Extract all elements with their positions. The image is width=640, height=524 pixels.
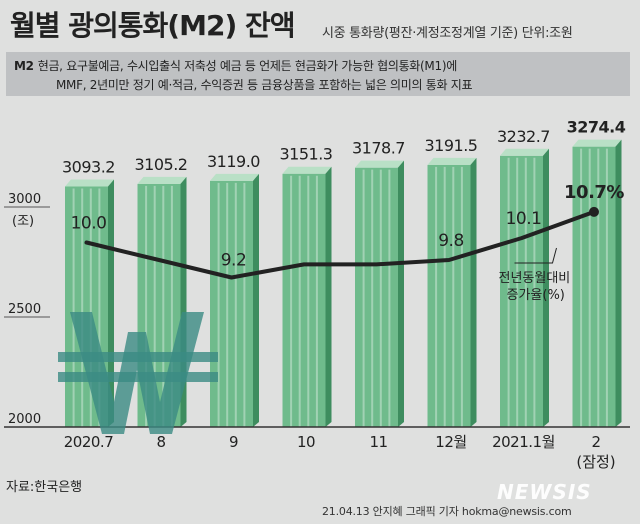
page-subtitle: 시중 통화량(평잔·계정조정계열 기준) 단위:조원	[322, 26, 573, 41]
source-note: 자료:한국은행	[6, 480, 83, 495]
bar-side-face	[543, 148, 549, 427]
bar-side-face	[108, 179, 114, 427]
growth-rate-label: 10.0	[71, 214, 107, 234]
bar-top-face	[65, 179, 114, 187]
definition-term: M2	[14, 59, 34, 73]
growth-rate-label: 10.7%	[564, 182, 624, 203]
definition-line-1: M2 현금, 요구불예금, 수시입출식 저축성 예금 등 언제든 현금화가 가능한…	[14, 57, 457, 74]
bar-side-face	[615, 139, 622, 427]
definition-line-2: MMF, 2년미만 정기 예·적금, 수익증권 등 금융상품을 포함하는 넓은 …	[56, 78, 473, 92]
title-row: 월별 광의통화(M2) 잔액 시중 통화량(평잔·계정조정계열 기준) 단위:조…	[10, 4, 635, 44]
bar-value-label: 3093.2	[62, 157, 115, 176]
x-tick-label: 12월	[435, 433, 466, 451]
y-tick-label: 2000	[8, 412, 41, 427]
bar-top-face	[210, 173, 259, 181]
x-tick-label: 9	[229, 433, 238, 451]
bar-side-face	[253, 173, 259, 427]
bar-value-label: 3191.5	[425, 136, 478, 155]
bar-top-face	[500, 148, 549, 156]
bar-side-face	[470, 157, 477, 427]
m2-chart: 2000 2500 3000 (조) 3093.2 3105.2 3119.0 3151.3 3…	[4, 118, 630, 470]
bar	[427, 164, 471, 427]
bar-side-face	[325, 166, 332, 427]
won-symbol-icon	[70, 312, 204, 434]
x-tick-label: 2020.7	[64, 433, 114, 451]
won-symbol-bar-upper	[58, 352, 218, 362]
bar	[282, 173, 326, 427]
y-tick-label: 3000	[8, 192, 41, 207]
bar	[572, 146, 616, 427]
x-tick-label: 11	[369, 433, 387, 451]
bar-top-face	[427, 157, 477, 165]
x-tick-label: 10	[297, 433, 315, 451]
line-annotation-2: 증가율(%)	[507, 288, 565, 303]
bar-top-face	[355, 160, 404, 168]
growth-rate-label: 10.1	[506, 209, 542, 229]
x-tick-note: (잠정)	[576, 453, 615, 470]
y-tick-label: 2500	[8, 302, 41, 317]
x-tick-label: 2	[591, 433, 600, 451]
bar-value-label: 3151.3	[280, 145, 333, 164]
won-symbol-bar-lower	[58, 372, 218, 382]
credit-line: 21.04.13 안지혜 그래픽 기자 hokma@newsis.com	[322, 505, 572, 518]
newsis-watermark: NEWSIS	[497, 480, 592, 504]
bar-top-face	[282, 166, 332, 174]
y-unit-label: (조)	[12, 214, 34, 229]
growth-rate-point	[589, 206, 599, 217]
growth-rate-label: 9.8	[438, 231, 464, 251]
definition-text-1: 현금, 요구불예금, 수시입출식 저축성 예금 등 언제든 현금화가 가능한 협…	[37, 59, 458, 73]
growth-rate-label: 9.2	[221, 251, 247, 271]
annotation-pointer	[514, 247, 557, 264]
line-annotation-1: 전년동월대비	[499, 271, 571, 286]
bar-value-label: 3119.0	[207, 152, 260, 171]
bar-value-label: 3178.7	[352, 139, 405, 158]
x-tick-label: 2021.1월	[492, 433, 555, 451]
x-tick-label: 8	[156, 433, 165, 451]
bar-top-face	[572, 139, 622, 147]
page-title: 월별 광의통화(M2) 잔액	[10, 9, 296, 42]
bar	[210, 180, 253, 427]
bar	[500, 155, 543, 427]
bar-side-face	[398, 160, 404, 427]
bar-value-label: 3274.4	[567, 118, 626, 137]
bar	[355, 167, 398, 427]
bar-value-label: 3105.2	[135, 155, 188, 174]
bar-value-label: 3232.7	[497, 127, 550, 146]
definition-box: M2 현금, 요구불예금, 수시입출식 저축성 예금 등 언제든 현금화가 가능한…	[6, 52, 630, 96]
growth-rate-line	[84, 209, 596, 280]
bar-top-face	[137, 176, 187, 184]
